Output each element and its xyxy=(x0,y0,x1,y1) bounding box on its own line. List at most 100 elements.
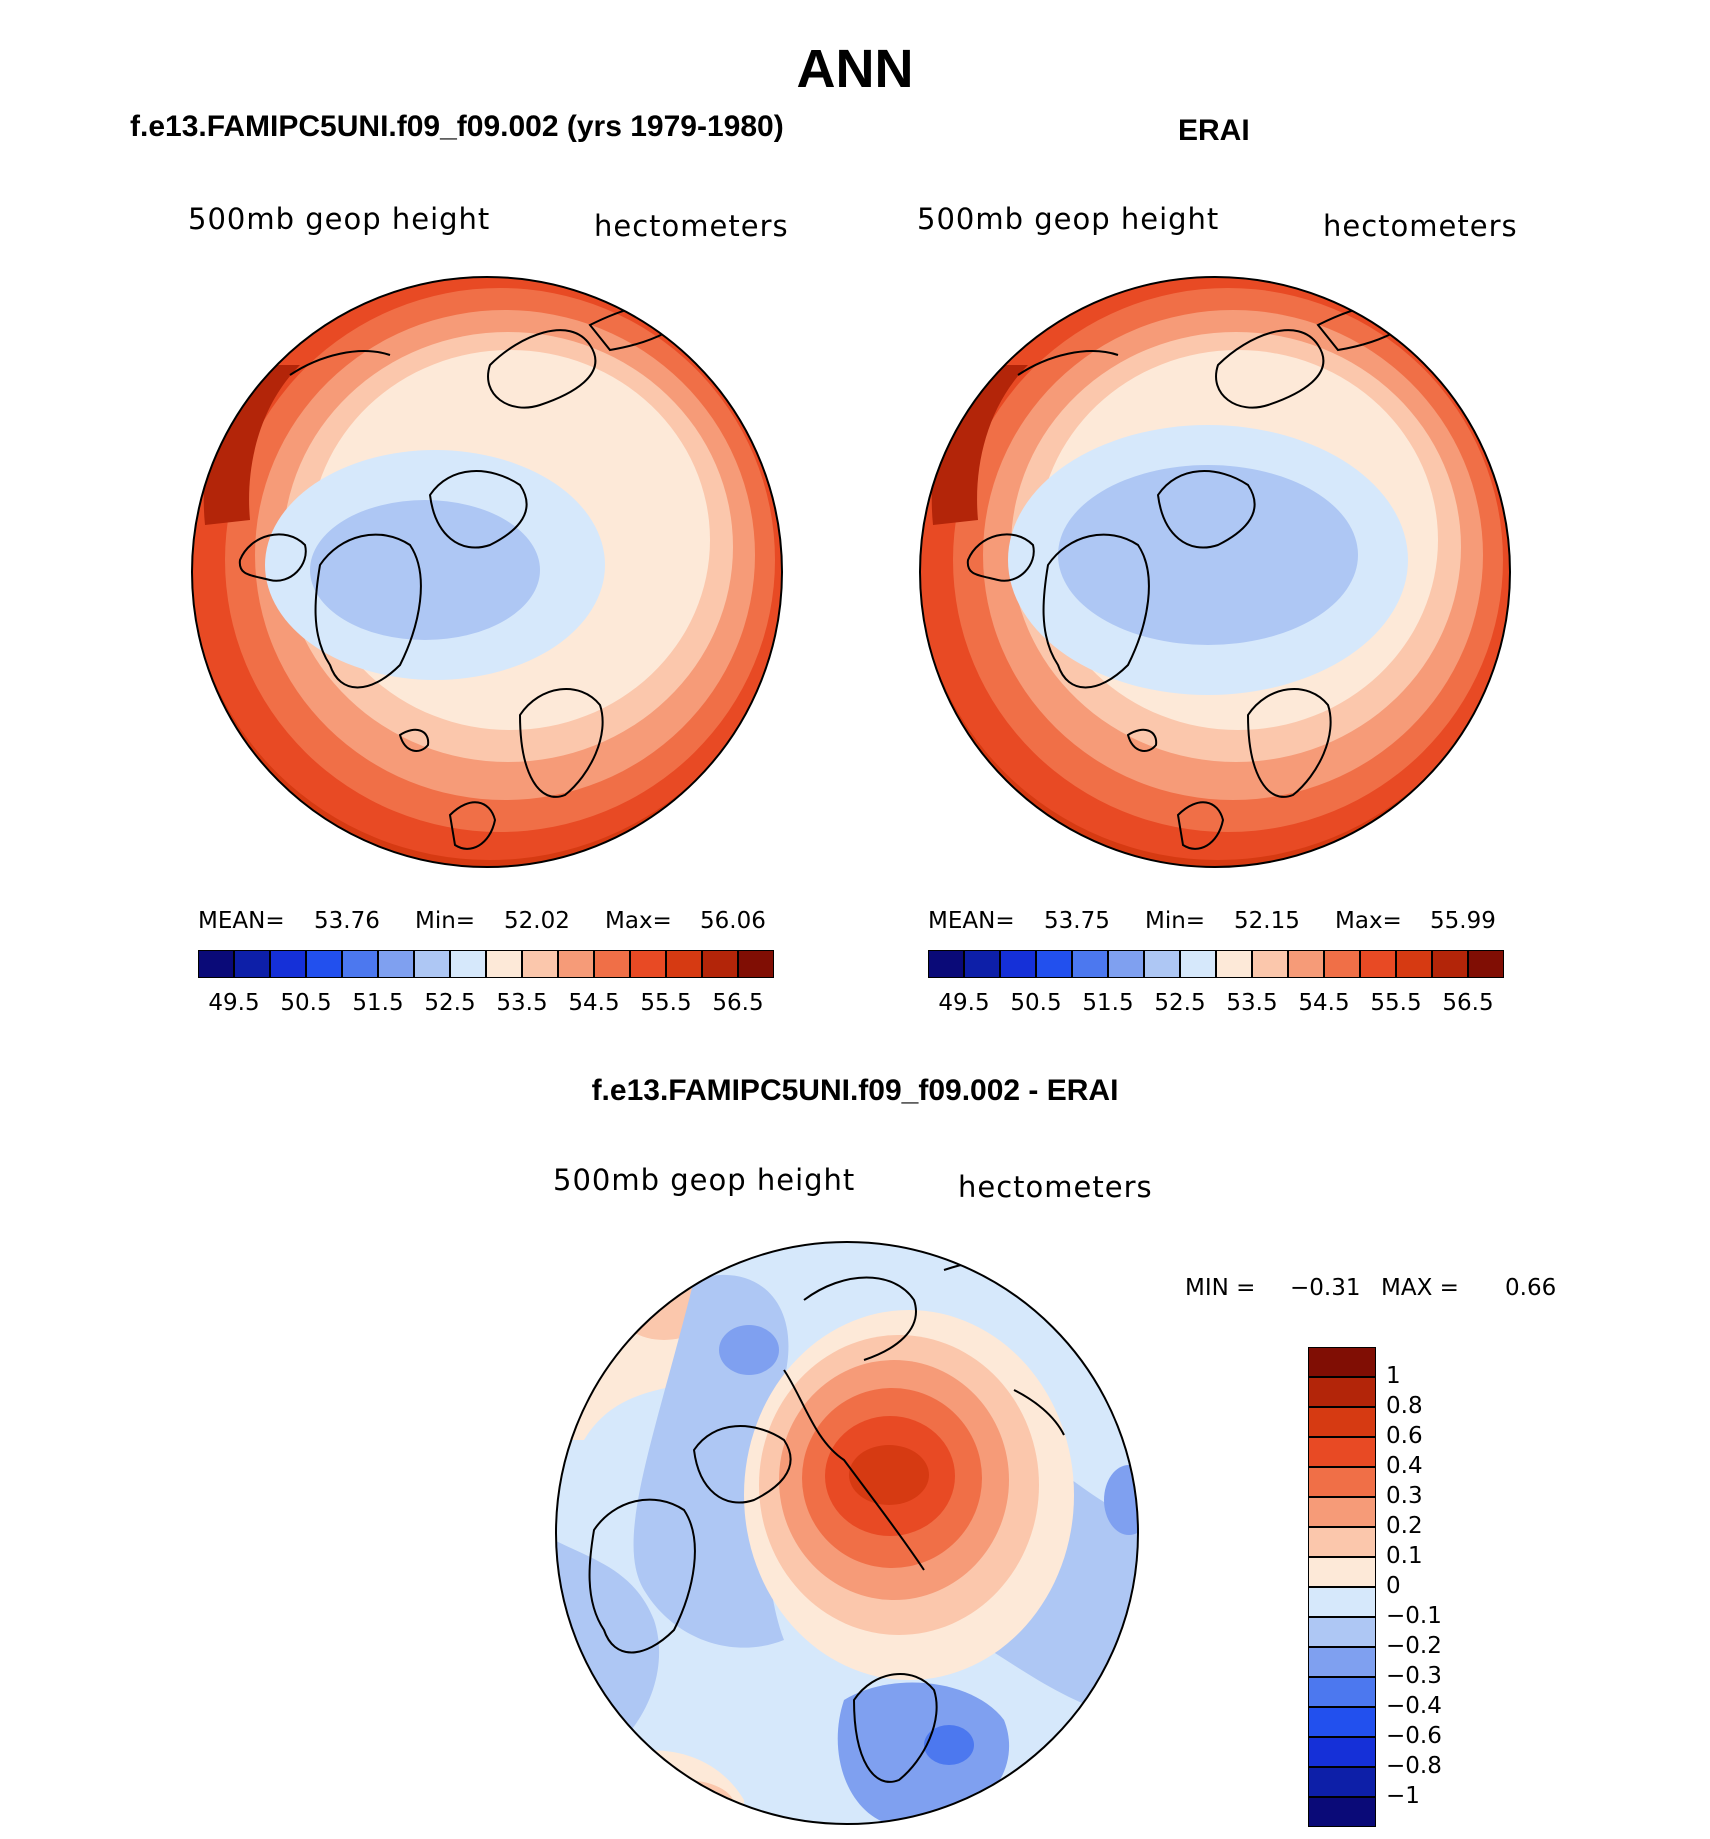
colorbar-swatch xyxy=(1308,1647,1376,1677)
diff-panel-title: f.e13.FAMIPC5UNI.f09_f09.002 - ERAI xyxy=(591,1074,1119,1107)
colorbar-swatch xyxy=(1308,1617,1376,1647)
colorbar-swatch xyxy=(1288,950,1324,978)
colorbar-swatch xyxy=(342,950,378,978)
colorbar-tick-label: −0.4 xyxy=(1386,1693,1442,1719)
colorbar-swatch xyxy=(234,950,270,978)
colorbar-tick-label: 51.5 xyxy=(352,990,404,1016)
model-colorbar-ticks: 49.5 50.5 51.5 52.5 53.5 54.5 55.5 56.5 xyxy=(198,990,774,1020)
model-min-value: 52.02 xyxy=(504,908,570,934)
obs-max-value: 55.99 xyxy=(1430,908,1496,934)
colorbar-swatch xyxy=(1308,1347,1376,1377)
colorbar-swatch xyxy=(630,950,666,978)
model-polar-map xyxy=(191,276,783,868)
colorbar-swatch xyxy=(1308,1587,1376,1617)
colorbar-swatch xyxy=(1308,1737,1376,1767)
obs-min-label: Min= xyxy=(1145,908,1206,934)
colorbar-swatch xyxy=(1308,1437,1376,1467)
colorbar-tick-label: −0.3 xyxy=(1386,1663,1442,1689)
diff-polar-map xyxy=(555,1241,1139,1825)
colorbar-tick-label: −0.1 xyxy=(1386,1603,1442,1629)
colorbar-swatch xyxy=(1468,950,1504,978)
colorbar-swatch xyxy=(594,950,630,978)
colorbar-swatch xyxy=(198,950,234,978)
colorbar-swatch xyxy=(1180,950,1216,978)
page-title: ANN xyxy=(796,39,914,99)
diff-colorbar xyxy=(1308,1347,1376,1827)
colorbar-swatch xyxy=(1432,950,1468,978)
obs-units-label: hectometers xyxy=(1323,209,1518,243)
colorbar-tick-label: 0.6 xyxy=(1386,1423,1423,1449)
colorbar-swatch xyxy=(558,950,594,978)
diff-min-value: −0.31 xyxy=(1290,1275,1361,1301)
colorbar-swatch xyxy=(928,950,964,978)
colorbar-tick-label: 49.5 xyxy=(938,990,990,1016)
model-mean-value: 53.76 xyxy=(314,908,380,934)
obs-variable-label: 500mb geop height xyxy=(917,202,1220,236)
model-colorbar xyxy=(198,950,774,978)
colorbar-tick-label: 1 xyxy=(1386,1363,1401,1389)
model-max-value: 56.06 xyxy=(700,908,766,934)
colorbar-swatch xyxy=(522,950,558,978)
colorbar-swatch xyxy=(702,950,738,978)
colorbar-swatch xyxy=(1308,1767,1376,1797)
obs-max-label: Max= xyxy=(1335,908,1402,934)
colorbar-swatch xyxy=(1108,950,1144,978)
colorbar-tick-label: 50.5 xyxy=(1010,990,1062,1016)
obs-polar-map xyxy=(919,276,1511,868)
colorbar-swatch xyxy=(270,950,306,978)
colorbar-tick-label: 52.5 xyxy=(424,990,476,1016)
model-max-label: Max= xyxy=(605,908,672,934)
colorbar-tick-label: 54.5 xyxy=(568,990,620,1016)
colorbar-tick-label: 56.5 xyxy=(712,990,764,1016)
colorbar-swatch xyxy=(414,950,450,978)
colorbar-swatch xyxy=(738,950,774,978)
obs-mean-label: MEAN= xyxy=(928,908,1015,934)
colorbar-tick-label: 0.4 xyxy=(1386,1453,1423,1479)
colorbar-swatch xyxy=(1324,950,1360,978)
colorbar-tick-label: −1 xyxy=(1386,1783,1420,1809)
diff-units-label: hectometers xyxy=(958,1170,1153,1204)
diff-max-value: 0.66 xyxy=(1505,1275,1557,1301)
colorbar-swatch xyxy=(1396,950,1432,978)
colorbar-swatch xyxy=(1308,1797,1376,1827)
colorbar-swatch xyxy=(1216,950,1252,978)
diff-max-label: MAX = xyxy=(1381,1275,1459,1301)
colorbar-tick-label: 55.5 xyxy=(640,990,692,1016)
colorbar-swatch xyxy=(1000,950,1036,978)
diff-min-label: MIN = xyxy=(1185,1275,1256,1301)
colorbar-swatch xyxy=(1308,1377,1376,1407)
colorbar-swatch xyxy=(1308,1527,1376,1557)
obs-colorbar xyxy=(928,950,1504,978)
model-mean-label: MEAN= xyxy=(198,908,285,934)
diff-variable-label: 500mb geop height xyxy=(553,1163,856,1197)
colorbar-tick-label: −0.6 xyxy=(1386,1723,1442,1749)
colorbar-tick-label: 0.1 xyxy=(1386,1543,1423,1569)
obs-panel-title: ERAI xyxy=(1178,114,1250,147)
colorbar-swatch xyxy=(1308,1707,1376,1737)
colorbar-swatch xyxy=(1360,950,1396,978)
colorbar-tick-label: 49.5 xyxy=(208,990,260,1016)
colorbar-swatch xyxy=(666,950,702,978)
colorbar-swatch xyxy=(378,950,414,978)
obs-min-value: 52.15 xyxy=(1234,908,1300,934)
colorbar-tick-label: 56.5 xyxy=(1442,990,1494,1016)
model-units-label: hectometers xyxy=(594,209,789,243)
colorbar-tick-label: 54.5 xyxy=(1298,990,1350,1016)
obs-colorbar-ticks: 49.5 50.5 51.5 52.5 53.5 54.5 55.5 56.5 xyxy=(928,990,1504,1020)
diff-colorbar-labels: 1 0.8 0.6 0.4 0.3 0.2 0.1 0 −0.1 −0.2 −0.3 −0.4 −0.6… xyxy=(1386,1347,1486,1827)
model-variable-label: 500mb geop height xyxy=(188,202,491,236)
colorbar-swatch xyxy=(450,950,486,978)
colorbar-swatch xyxy=(964,950,1000,978)
colorbar-swatch xyxy=(1144,950,1180,978)
colorbar-swatch xyxy=(1308,1497,1376,1527)
colorbar-swatch xyxy=(1308,1407,1376,1437)
colorbar-swatch xyxy=(1308,1677,1376,1707)
colorbar-tick-label: 0.3 xyxy=(1386,1483,1423,1509)
colorbar-tick-label: 53.5 xyxy=(496,990,548,1016)
colorbar-tick-label: 50.5 xyxy=(280,990,332,1016)
colorbar-swatch xyxy=(1308,1557,1376,1587)
colorbar-swatch xyxy=(1036,950,1072,978)
colorbar-swatch xyxy=(1072,950,1108,978)
colorbar-tick-label: 0.2 xyxy=(1386,1513,1423,1539)
colorbar-tick-label: −0.2 xyxy=(1386,1633,1442,1659)
